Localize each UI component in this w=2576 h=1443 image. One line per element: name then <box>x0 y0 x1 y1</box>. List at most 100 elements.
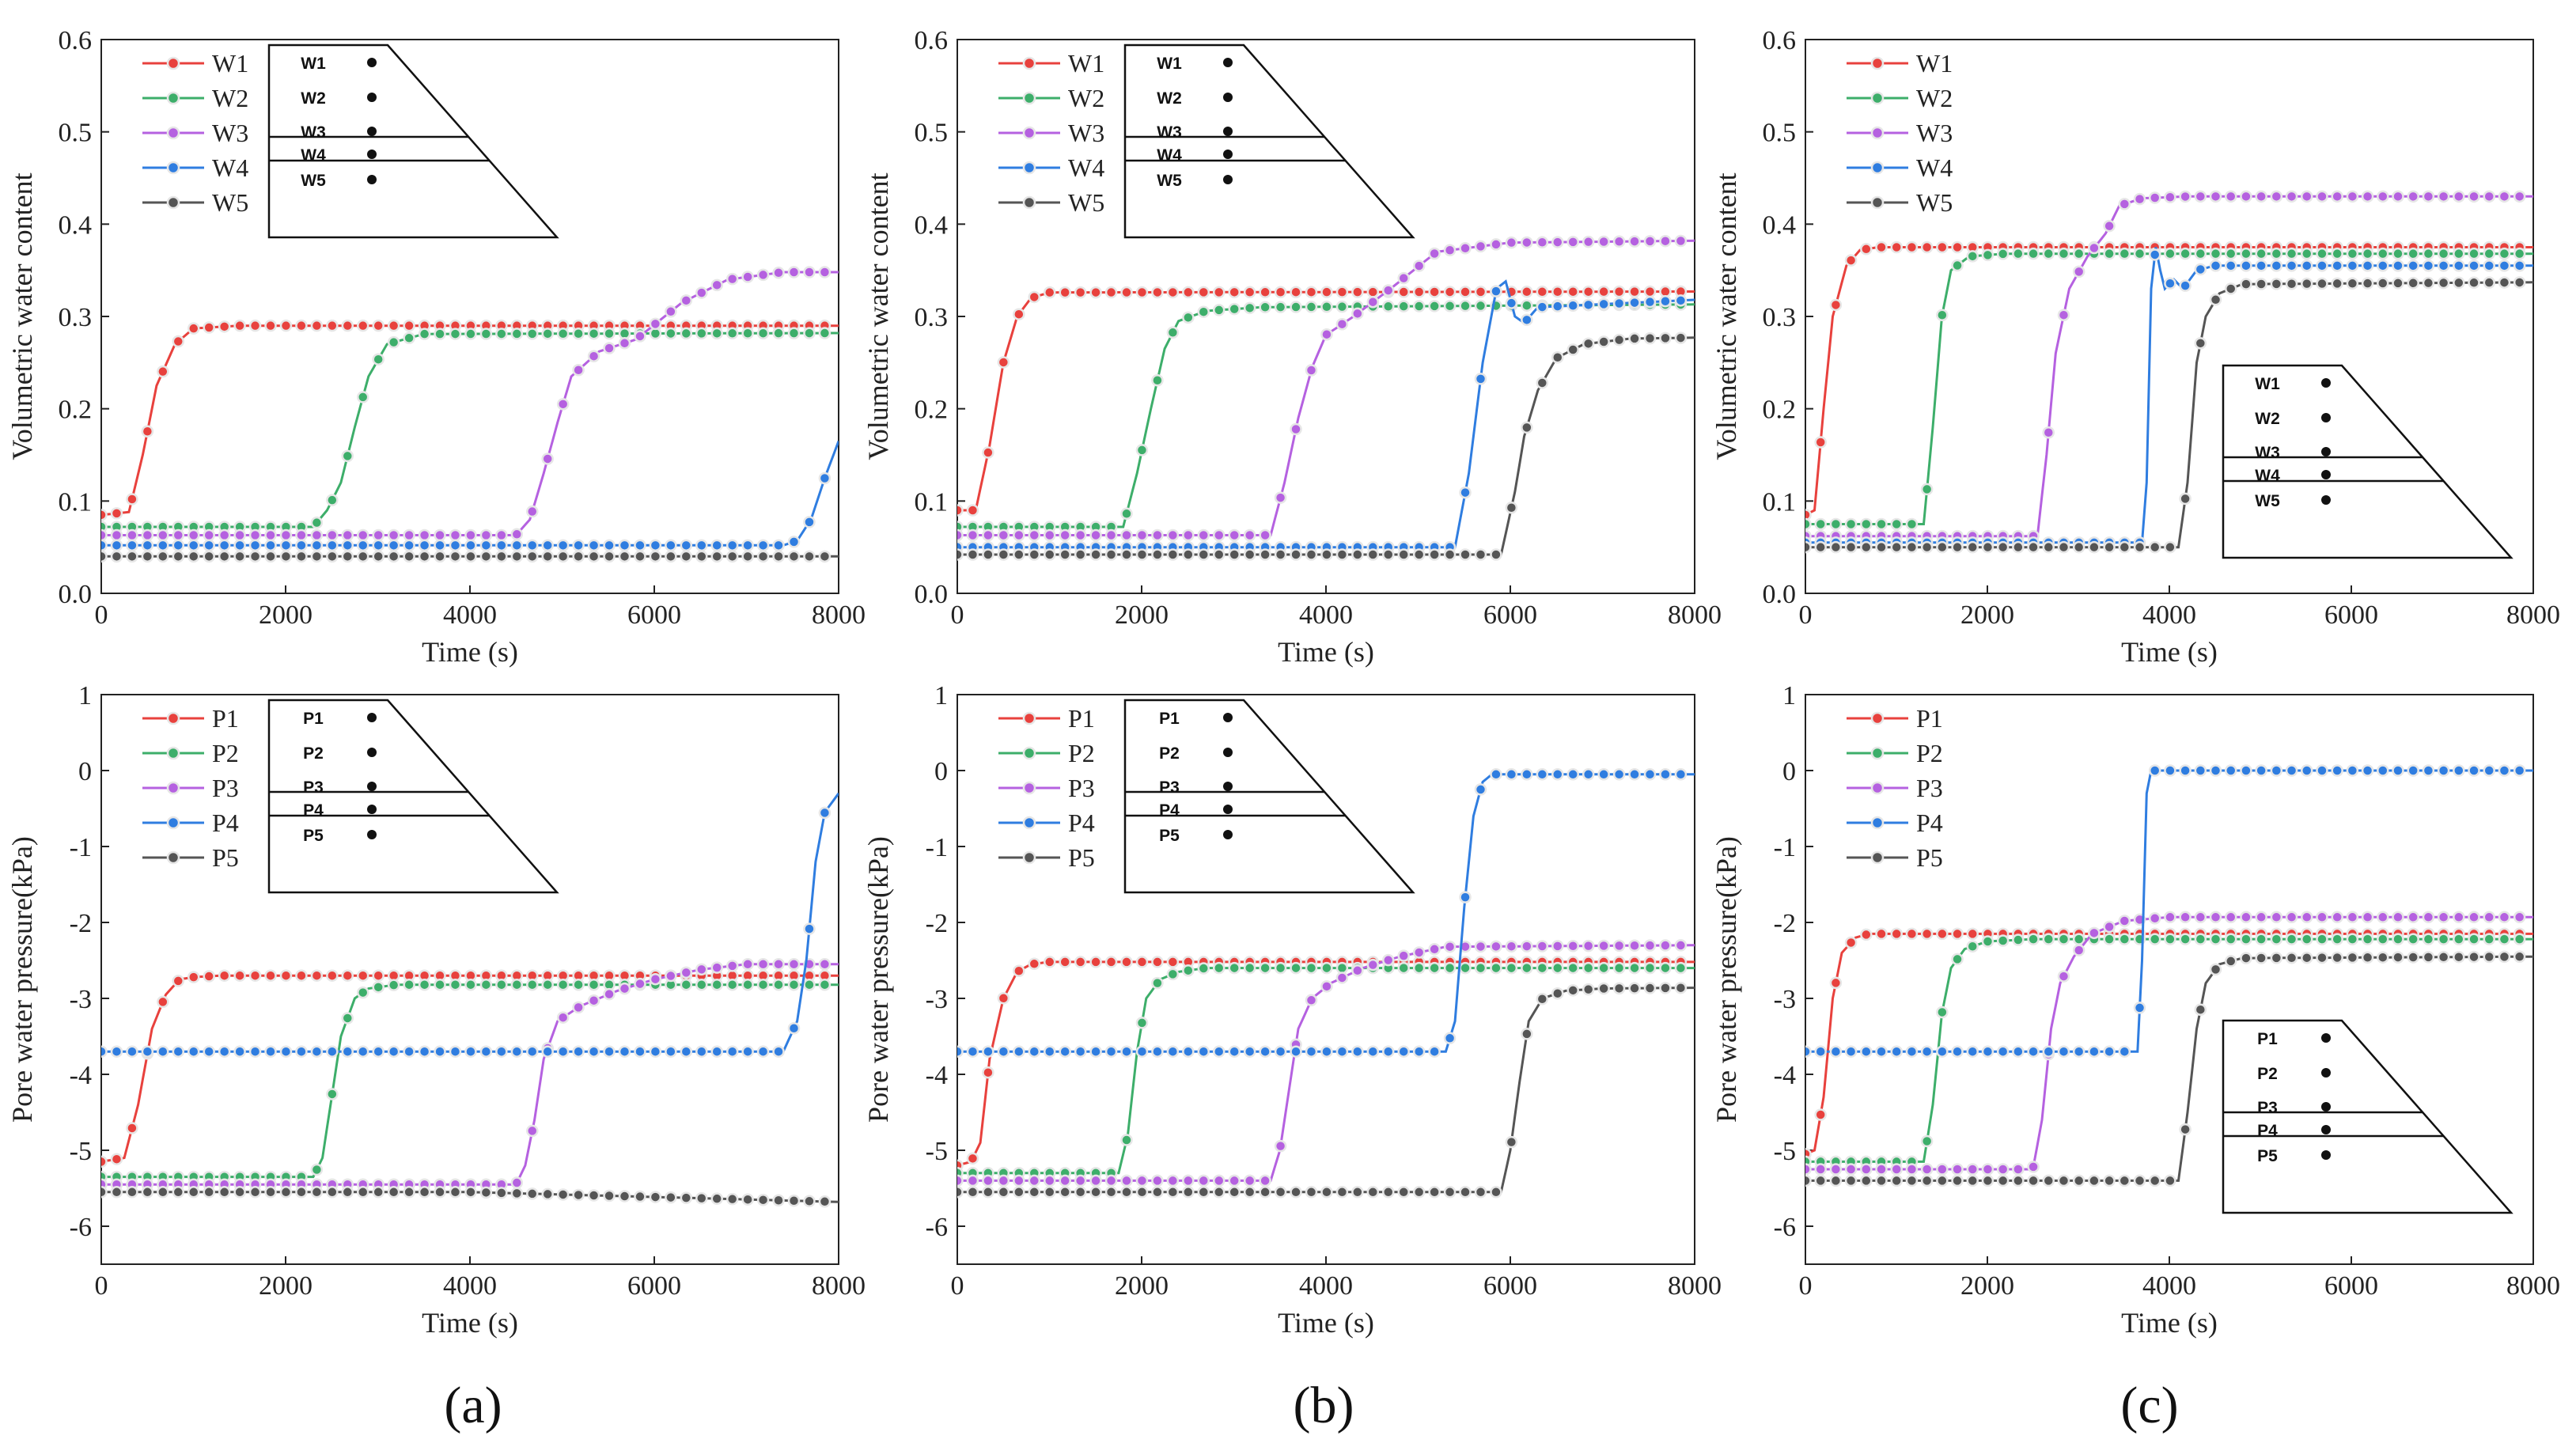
data-point <box>1536 961 1549 975</box>
series-W4 <box>101 440 839 552</box>
data-point <box>2377 951 2389 964</box>
inset-sensor-label: W5 <box>2255 492 2280 510</box>
y-tick-label: -5 <box>1774 1137 1796 1166</box>
data-point <box>2240 952 2252 964</box>
series-line-P5 <box>957 987 1695 1194</box>
legend-swatch-marker <box>1022 781 1036 795</box>
series-markers-P5 <box>101 1186 832 1208</box>
data-point <box>587 350 600 362</box>
data-point <box>2042 247 2055 260</box>
data-point <box>126 539 138 552</box>
data-point <box>1966 1163 1979 1176</box>
y-tick-label: 0.2 <box>59 396 93 425</box>
data-point <box>741 978 754 991</box>
data-point <box>218 969 231 982</box>
inset-sensor-label: P5 <box>303 827 324 845</box>
data-point <box>1920 240 1934 254</box>
data-point <box>1890 1174 1903 1187</box>
data-point <box>2224 911 2237 924</box>
data-point <box>248 969 262 982</box>
data-point <box>172 550 185 563</box>
data-point <box>341 1012 354 1024</box>
data-point <box>587 327 600 340</box>
data-point <box>403 539 415 552</box>
data-point <box>2346 933 2359 945</box>
data-point <box>756 958 770 971</box>
data-point <box>618 1045 631 1058</box>
data-point <box>1320 328 1333 341</box>
data-point <box>1860 517 1873 531</box>
inset-sensor-dot <box>1223 150 1233 159</box>
data-point <box>2285 933 2298 945</box>
data-point <box>1197 305 1210 318</box>
legend-label: W5 <box>212 188 248 217</box>
chart-panels: 0 2000 4000 6000 8000 0.0 0.1 0.2 0.3 0.4 0.5 0.6 Ti… <box>6 26 2560 1339</box>
data-point <box>1490 548 1502 561</box>
data-point <box>2331 190 2343 203</box>
data-point <box>1228 302 1241 316</box>
data-point <box>1366 295 1380 309</box>
x-tick-label: 2000 <box>1115 1271 1169 1301</box>
data-point <box>1305 961 1318 975</box>
series-P4 <box>1805 764 2533 1058</box>
data-point <box>1166 528 1180 542</box>
data-point <box>1412 548 1426 561</box>
data-point <box>1228 961 1241 975</box>
y-tick-label: -6 <box>926 1213 948 1242</box>
y-tick-label: -4 <box>1774 1061 1796 1090</box>
data-point <box>1382 548 1395 561</box>
data-point <box>1182 1174 1195 1187</box>
data-point <box>2072 265 2085 278</box>
legend-label: W5 <box>1068 188 1104 217</box>
legend-label: W3 <box>1068 119 1104 147</box>
legend-label: W2 <box>1916 84 1953 112</box>
data-point <box>2377 933 2389 945</box>
data-point <box>649 1045 662 1058</box>
chart-a-water: 0 2000 4000 6000 8000 0.0 0.1 0.2 0.3 0.4 0.5 0.6 Ti… <box>6 26 866 668</box>
data-point <box>2027 540 2040 554</box>
data-point <box>356 1045 369 1058</box>
data-point <box>2179 933 2191 945</box>
legend: P1 P2 P3 P4 P5 <box>142 704 239 872</box>
data-point <box>1860 928 1873 941</box>
data-point <box>1443 300 1457 312</box>
legend-swatch-marker <box>1022 126 1036 140</box>
data-point <box>510 550 524 563</box>
data-point <box>2498 276 2511 289</box>
data-point <box>141 1186 154 1199</box>
inset-sensor-label: P4 <box>303 801 324 820</box>
data-point <box>1166 956 1180 968</box>
data-point <box>2346 951 2359 964</box>
inset-sensor-label: P2 <box>303 744 324 763</box>
data-point <box>1551 987 1564 1000</box>
data-point <box>997 528 1010 542</box>
data-point <box>1335 1186 1349 1199</box>
data-point <box>1074 1186 1087 1199</box>
inset-sensor-label: W2 <box>301 89 326 108</box>
data-point <box>957 1174 964 1187</box>
legend-swatch-marker <box>1870 816 1885 830</box>
data-point <box>2103 920 2116 934</box>
inset-slope-diagram: P1 P2 P3 P4 P5 <box>267 699 559 894</box>
data-point <box>1920 1134 1934 1148</box>
data-point <box>680 966 693 979</box>
data-point <box>665 305 677 318</box>
y-tick-label: 0 <box>934 757 948 786</box>
data-point <box>126 1045 138 1058</box>
data-point <box>510 1176 524 1189</box>
data-point <box>2209 247 2222 260</box>
data-point <box>479 1186 493 1199</box>
legend-label: P4 <box>1068 809 1095 837</box>
data-point <box>187 528 200 542</box>
data-point <box>803 516 816 528</box>
data-point <box>2513 276 2526 289</box>
y-tick-label: -5 <box>70 1137 92 1166</box>
data-point <box>572 539 585 552</box>
data-point <box>1521 961 1533 975</box>
data-point <box>1182 311 1195 324</box>
data-point <box>603 1189 616 1202</box>
data-point <box>295 319 308 332</box>
data-point <box>1951 1163 1964 1176</box>
data-point <box>479 1045 493 1058</box>
